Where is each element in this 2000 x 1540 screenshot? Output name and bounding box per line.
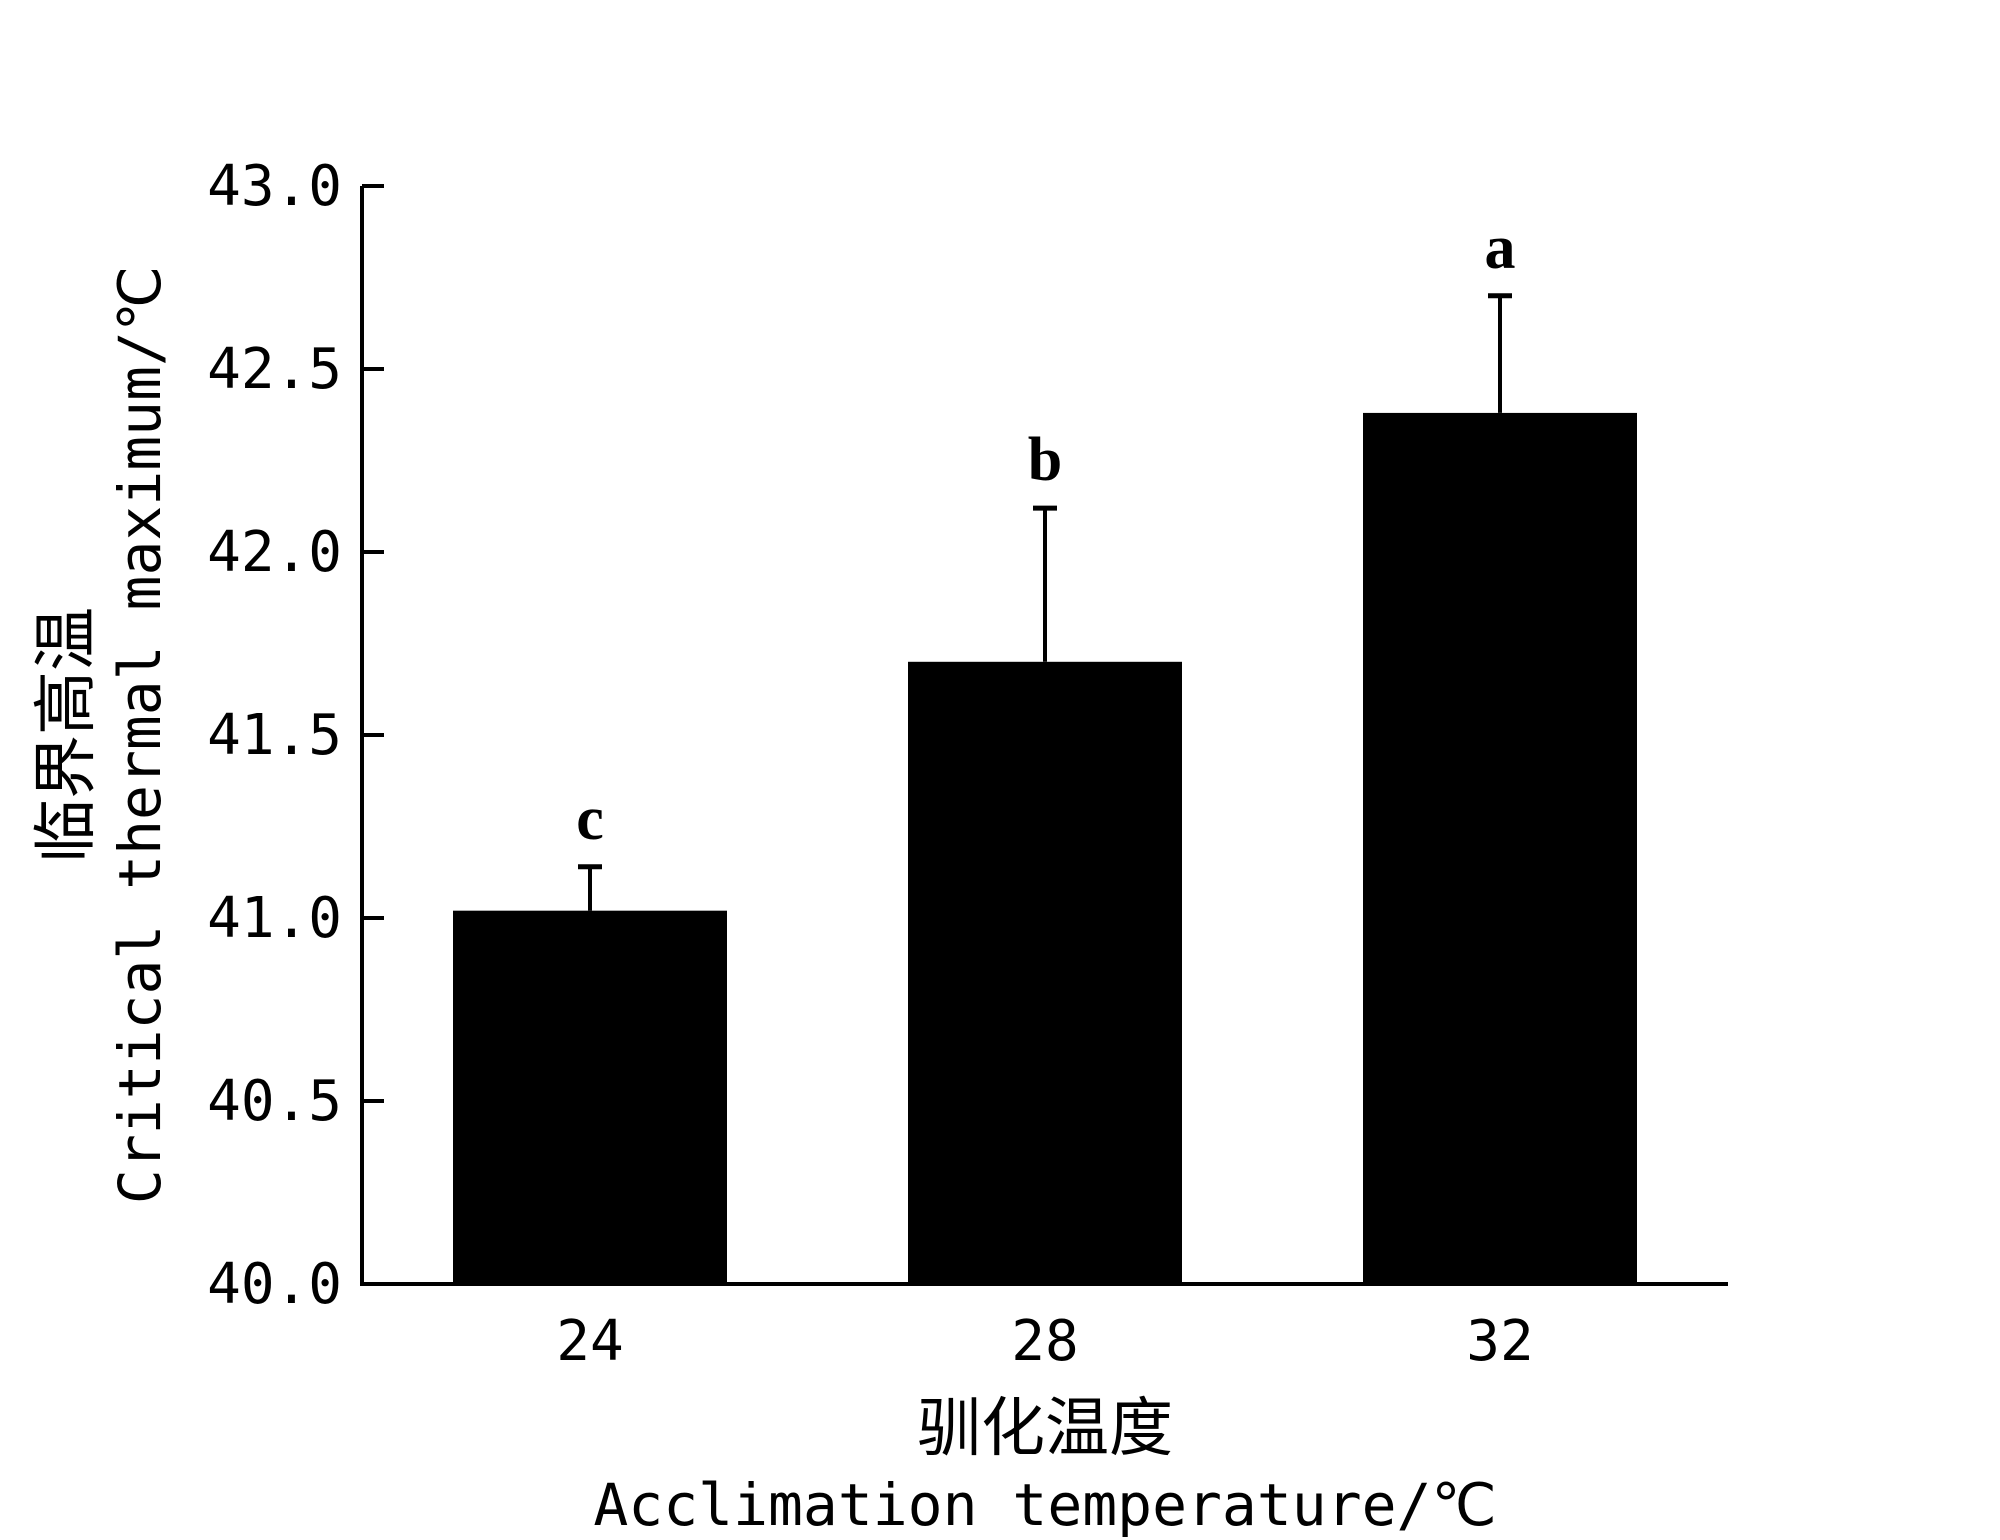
error-bars — [578, 293, 1512, 911]
y-axis-title-en: Critical thermal maximum/℃ — [106, 266, 174, 1204]
y-axis-title-cn: 临界高温 — [30, 607, 104, 863]
bar-24 — [453, 910, 727, 1284]
y-tick-label: 41.0 — [207, 886, 342, 951]
y-tick-label: 40.5 — [207, 1069, 342, 1134]
y-tick-label: 42.0 — [207, 520, 342, 585]
y-tick-label: 40.0 — [207, 1252, 342, 1317]
y-tick-label: 41.5 — [207, 703, 342, 768]
x-axis-ticks: 24 28 32 — [556, 1309, 1533, 1374]
y-tick-label: 42.5 — [207, 337, 342, 402]
significance-label: a — [1485, 214, 1516, 282]
x-axis-title-cn: 驯化温度 — [917, 1392, 1173, 1466]
bars — [453, 412, 1637, 1284]
bar-28 — [908, 661, 1182, 1284]
significance-label: c — [576, 785, 604, 853]
y-tick-label: 43.0 — [207, 154, 342, 219]
x-tick-label: 28 — [1011, 1309, 1078, 1374]
significance-labels: c b a — [576, 214, 1515, 853]
y-axis-ticks: 40.0 40.5 41.0 41.5 42.0 42.5 43.0 — [207, 154, 384, 1317]
x-tick-label: 32 — [1466, 1309, 1533, 1374]
x-axis-title-en: Acclimation temperature/℃ — [593, 1471, 1496, 1539]
x-tick-label: 24 — [556, 1309, 623, 1374]
bar-32 — [1363, 412, 1637, 1284]
significance-label: b — [1028, 426, 1062, 494]
